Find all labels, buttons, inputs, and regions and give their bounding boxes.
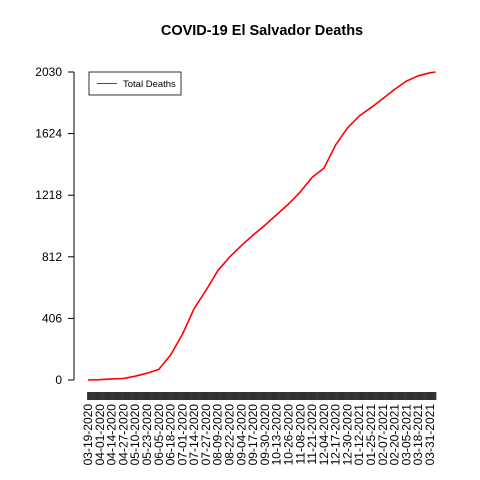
y-tick-label: 406 — [42, 311, 62, 325]
x-tick-label: 07-01-2020 — [175, 404, 189, 466]
y-tick-label: 1624 — [35, 127, 62, 141]
x-tick-label: 07-14-2020 — [187, 404, 201, 466]
y-tick-label: 1218 — [35, 188, 62, 202]
x-tick-label: 09-17-2020 — [246, 404, 260, 466]
x-tick-label: 03-19-2020 — [81, 404, 95, 466]
chart-title: COVID-19 El Salvador Deaths — [161, 23, 363, 39]
x-tick-label: 10-26-2020 — [281, 404, 295, 466]
x-tick-label: 04-01-2020 — [93, 404, 107, 466]
x-tick-label: 11-21-2020 — [305, 404, 319, 465]
x-tick-label: 02-07-2021 — [376, 404, 390, 466]
x-tick-label: 03-05-2021 — [399, 404, 413, 466]
series-line-total-deaths — [87, 71, 436, 381]
x-tick-label: 08-22-2020 — [223, 404, 237, 466]
x-tick-label: 05-23-2020 — [140, 404, 154, 466]
x-tick-label: 09-04-2020 — [234, 404, 248, 466]
x-tick-label: 02-20-2021 — [388, 404, 402, 466]
x-tick-label: 03-18-2021 — [411, 404, 425, 466]
legend-label-total-deaths: Total Deaths — [123, 79, 176, 90]
y-tick-label: 2030 — [35, 65, 62, 79]
x-tick-label: 03-31-2021 — [423, 404, 437, 466]
x-tick-label: 04-14-2020 — [105, 404, 119, 466]
x-tick-label: 07-27-2020 — [199, 404, 213, 466]
y-axis: 0 406 812 1218 1624 2030 — [35, 65, 75, 387]
x-axis: 03-19-202004-01-202004-14-202004-27-2020… — [81, 392, 437, 465]
x-tick-label: 01-25-2021 — [364, 404, 378, 466]
legend: Total Deaths — [88, 71, 182, 96]
x-tick-label: 09-30-2020 — [258, 404, 272, 466]
x-tick-label: 08-09-2020 — [211, 404, 225, 466]
y-tick-label: 0 — [55, 373, 62, 387]
x-tick-label: 06-05-2020 — [152, 404, 166, 466]
x-tick-label: 10-13-2020 — [270, 404, 284, 466]
x-tick-label: 12-04-2020 — [317, 404, 331, 466]
legend-box — [88, 71, 182, 96]
x-tick-label: 12-30-2020 — [340, 404, 354, 466]
x-axis-band — [87, 392, 437, 400]
y-tick-label: 812 — [42, 250, 62, 264]
x-tick-label: 12-17-2020 — [329, 404, 343, 466]
series-layer — [87, 71, 436, 381]
x-tick-label: 06-18-2020 — [164, 404, 178, 466]
x-tick-label: 04-27-2020 — [116, 404, 130, 466]
x-tick-label: 11-08-2020 — [293, 404, 307, 465]
x-tick-label: 05-10-2020 — [128, 404, 142, 466]
x-tick-label: 01-12-2021 — [352, 404, 366, 466]
